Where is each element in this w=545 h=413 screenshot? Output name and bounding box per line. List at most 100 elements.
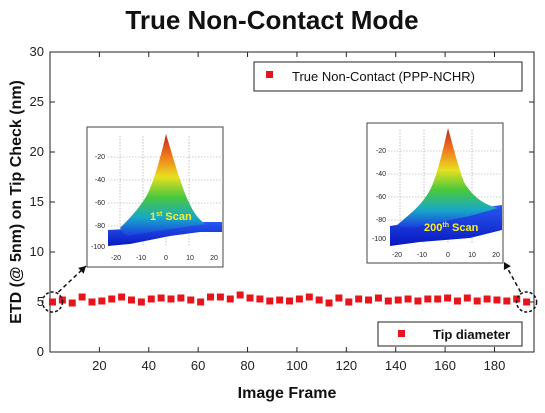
x-tick-label: 20 — [92, 358, 106, 373]
inset-first-base — [108, 222, 222, 246]
callout-circle-last — [515, 291, 538, 313]
inset-first-y-tick: -100 — [91, 244, 105, 251]
data-point — [424, 295, 432, 303]
legend-bottom-marker — [398, 330, 405, 337]
data-point — [147, 295, 155, 303]
data-point — [137, 298, 145, 306]
data-point — [315, 296, 323, 304]
data-point — [118, 293, 126, 301]
inset-first-label: 1st Scan — [150, 211, 192, 223]
inset-200th-base — [390, 205, 502, 246]
x-tick-label: 160 — [434, 358, 456, 373]
inset-200th-x-tick: 10 — [468, 252, 476, 259]
data-point — [256, 295, 264, 303]
data-point — [108, 295, 116, 303]
y-axis: 0 5 10 15 20 25 30 — [30, 44, 534, 359]
legend-bottom-box — [377, 321, 523, 347]
inset-first-y-tick: -20 — [95, 154, 105, 161]
data-point — [177, 294, 185, 302]
callouts — [41, 261, 538, 313]
y-tick-label: 30 — [30, 44, 44, 59]
data-point — [98, 297, 106, 305]
inset-first-x-tick: 0 — [164, 255, 168, 262]
inset-first-peak — [120, 134, 206, 236]
data-point — [48, 298, 56, 306]
data-point — [345, 298, 353, 306]
inset-200th-x-tick: -20 — [392, 252, 402, 259]
data-point — [444, 294, 452, 302]
data-point — [246, 294, 254, 302]
data-point — [453, 297, 461, 305]
inset-first-y-tick: -80 — [95, 223, 105, 230]
inset-first-scan: -20 -40 -60 -80 -100 -20 -10 0 10 20 1st… — [86, 126, 224, 268]
data-point — [384, 297, 392, 305]
x-tick-label: 100 — [286, 358, 308, 373]
inset-first-x-tick: -20 — [111, 255, 121, 262]
inset-200th-scan: -20 -40 -60 -80 -100 -20 -10 0 10 20 200… — [366, 122, 504, 264]
data-point — [523, 298, 531, 306]
data-point — [374, 294, 382, 302]
y-tick-label: 25 — [30, 94, 44, 109]
data-point — [226, 295, 234, 303]
legend-top-marker — [266, 71, 273, 78]
legend-top-label: True Non-Contact (PPP-NCHR) — [292, 69, 475, 84]
data-point — [325, 299, 333, 307]
data-point — [157, 294, 165, 302]
x-tick-label: 180 — [484, 358, 506, 373]
data-point — [216, 293, 224, 301]
callout-circle-first — [41, 291, 64, 313]
y-tick-label: 15 — [30, 194, 44, 209]
data-point — [197, 298, 205, 306]
inset-first-x-ticks: -20 -10 0 10 20 — [111, 255, 218, 262]
data-point — [127, 296, 135, 304]
inset-200th-x-ticks: -20 -10 0 10 20 — [392, 252, 500, 259]
data-point — [513, 295, 521, 303]
data-point — [207, 293, 215, 301]
data-point — [365, 296, 373, 304]
x-tick-label: 60 — [191, 358, 205, 373]
legend-top-box — [253, 61, 523, 92]
data-point — [236, 291, 244, 299]
y-tick-label: 10 — [30, 244, 44, 259]
inset-200th-y-tick: -80 — [376, 217, 386, 224]
inset-200th-y-tick: -60 — [376, 194, 386, 201]
inset-200th-x-tick: -10 — [417, 252, 427, 259]
data-point — [434, 295, 442, 303]
data-point — [276, 296, 284, 304]
data-point — [414, 297, 422, 305]
inset-200th-y-tick: -100 — [372, 236, 386, 243]
inset-200th-peak — [396, 128, 498, 228]
data-point — [305, 293, 313, 301]
inset-200th-y-tick: -40 — [376, 171, 386, 178]
legend-bottom: Tip diameter — [377, 321, 523, 347]
data-point — [483, 295, 491, 303]
data-point — [463, 294, 471, 302]
y-tick-label: 20 — [30, 144, 44, 159]
legend-bottom-label: Tip diameter — [433, 327, 510, 342]
data-point — [167, 295, 175, 303]
x-axis: 20 40 60 80 100 120 140 160 180 — [92, 52, 505, 373]
data-point — [355, 295, 363, 303]
data-points — [48, 291, 531, 307]
inset-first-y-tick: -60 — [95, 200, 105, 207]
legend-top: True Non-Contact (PPP-NCHR) — [253, 61, 523, 92]
x-tick-label: 140 — [385, 358, 407, 373]
data-point — [473, 297, 481, 305]
inset-first-x-tick: 20 — [210, 255, 218, 262]
inset-first-x-tick: 10 — [186, 255, 194, 262]
data-point — [404, 295, 412, 303]
inset-200th-x-tick: 20 — [492, 252, 500, 259]
inset-200th-x-tick: 0 — [446, 252, 450, 259]
x-tick-label: 120 — [335, 358, 357, 373]
x-tick-label: 40 — [142, 358, 156, 373]
inset-200th-y-tick: -20 — [376, 148, 386, 155]
inset-200th-label: 200th Scan — [424, 222, 479, 234]
data-point — [88, 298, 96, 306]
data-point — [266, 297, 274, 305]
data-point — [493, 296, 501, 304]
data-point — [394, 296, 402, 304]
inset-first-x-tick: -10 — [136, 255, 146, 262]
data-point — [503, 297, 511, 305]
callout-arrow-last — [503, 261, 522, 293]
